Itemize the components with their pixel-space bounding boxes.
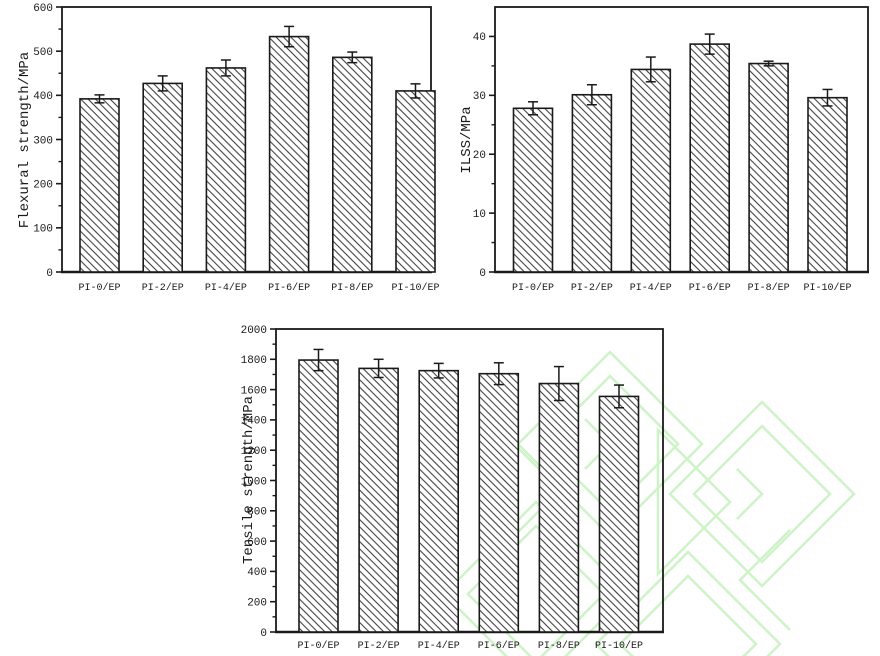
bar <box>331 56 373 273</box>
y-tick-label: 100 <box>33 224 53 236</box>
x-category-label: PI-8/EP <box>538 640 580 652</box>
x-category-label: PI-6/EP <box>478 640 520 652</box>
x-category-label: PI-2/EP <box>142 282 184 294</box>
y-tick-label: 600 <box>33 3 53 15</box>
y-tick-label: 2000 <box>241 325 267 337</box>
bar <box>79 98 120 273</box>
y-tick-label: 800 <box>247 507 267 519</box>
bar <box>478 372 520 633</box>
x-category-label: PI-10/EP <box>391 282 439 294</box>
y-tick-label: 1000 <box>241 476 267 488</box>
x-category-label: PI-10/EP <box>803 282 851 294</box>
x-category-label: PI-0/EP <box>78 282 120 294</box>
tensile-strength-chart: Tensile strength/MPa 0 200 400 600 800 1000 12… <box>241 325 664 652</box>
bar <box>807 96 848 273</box>
y-axis-title: Flexural strength/MPa <box>17 52 33 228</box>
bar <box>205 67 247 273</box>
y-tick-label: 40 <box>473 32 486 44</box>
x-category-label: PI-8/EP <box>331 282 373 294</box>
y-tick-label: 0 <box>479 268 486 280</box>
y-tick-label: 500 <box>33 47 53 59</box>
bar <box>538 382 580 633</box>
bar <box>418 369 459 633</box>
x-category-label: PI-4/EP <box>205 282 247 294</box>
y-tick-label: 600 <box>247 537 267 549</box>
y-tick-label: 1400 <box>241 416 267 428</box>
bar <box>598 395 640 633</box>
y-tick-label: 200 <box>33 179 53 191</box>
bar <box>358 367 399 633</box>
watermark-shape <box>668 400 856 588</box>
y-axis-title: Tensile strength/MPa <box>241 396 257 564</box>
y-tick-label: 300 <box>33 135 53 147</box>
bar <box>512 107 554 273</box>
bar <box>298 359 339 633</box>
y-tick-label: 1800 <box>241 355 267 367</box>
x-category-label: PI-2/EP <box>358 640 400 652</box>
ilss-chart: ILSS/MPa 0 10 20 30 40 PI-0/EP PI-2/EP PI-4/EP P… <box>459 6 869 294</box>
y-tick-label: 1600 <box>241 385 267 397</box>
x-category-label: PI-6/EP <box>689 282 731 294</box>
x-category-label: PI-8/EP <box>748 282 790 294</box>
y-tick-label: 200 <box>247 598 267 610</box>
y-tick-label: 400 <box>247 567 267 579</box>
x-category-label: PI-10/EP <box>595 640 643 652</box>
x-category-label: PI-4/EP <box>630 282 672 294</box>
bar <box>395 90 436 273</box>
y-tick-label: 1200 <box>241 446 267 458</box>
x-category-label: PI-0/EP <box>512 282 554 294</box>
y-axis-title: ILSS/MPa <box>459 106 475 173</box>
x-category-label: PI-2/EP <box>571 282 613 294</box>
bar <box>630 68 672 273</box>
y-tick-label: 10 <box>473 209 486 221</box>
x-category-label: PI-6/EP <box>268 282 310 294</box>
flexural-strength-chart: Flexural strength/MPa 0 100 200 300 400 500 60… <box>17 3 440 294</box>
bar <box>748 62 789 273</box>
x-category-label: PI-0/EP <box>297 640 339 652</box>
y-tick-label: 0 <box>260 628 267 640</box>
bar <box>142 82 183 273</box>
bar <box>571 93 613 273</box>
x-category-label: PI-4/EP <box>418 640 460 652</box>
bar <box>268 35 310 273</box>
y-tick-label: 400 <box>33 91 53 103</box>
y-tick-label: 0 <box>46 268 53 280</box>
bar <box>689 43 730 273</box>
y-tick-label: 20 <box>473 150 486 162</box>
y-tick-label: 30 <box>473 91 486 103</box>
